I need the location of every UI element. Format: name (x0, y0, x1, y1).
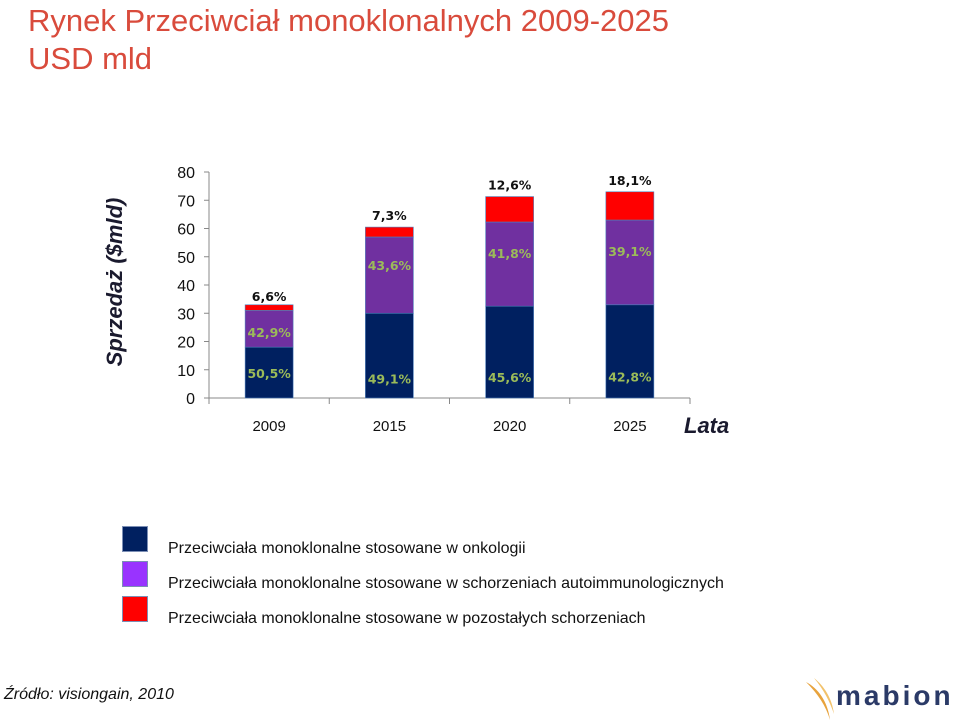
bar-segment-other (605, 191, 655, 221)
data-label: 6,6% (252, 289, 287, 304)
y-tick-label: 20 (177, 335, 195, 352)
bar-segment-oncology (605, 304, 655, 399)
chart-bars (244, 191, 655, 399)
data-label: 42,9% (247, 325, 291, 340)
y-tick-label: 40 (177, 278, 195, 295)
y-tick-label: 50 (177, 250, 195, 267)
chart-data-labels: 50,5% 42,9% 6,6% 49,1% 43,6% 7,3% 45,6% 41,8% 12… (247, 173, 652, 387)
data-label: 7,3% (372, 208, 407, 223)
legend-label-autoimmune: Przeciwciała monoklonalne stosowane w sc… (168, 575, 724, 592)
bar-segment-other (485, 196, 534, 223)
legend-swatch-autoimmune (122, 561, 148, 587)
data-label: 42,8% (608, 369, 652, 384)
legend-item-oncology: Przeciwciała monoklonalne stosowane w on… (122, 526, 842, 561)
chart-axes: 0 10 20 30 40 50 60 70 80 2009 2015 2020 2025 (177, 165, 691, 435)
legend-swatch-other (122, 596, 148, 622)
bar-segment-oncology (365, 312, 414, 399)
bar-segment-autoimmune (605, 219, 655, 306)
x-tick-label: 2009 (252, 418, 285, 435)
x-tick-label: 2020 (493, 418, 526, 435)
bar-segment-other (244, 304, 294, 311)
legend-label-other: Przeciwciała monoklonalne stosowane w po… (168, 610, 646, 627)
data-label: 43,6% (368, 258, 412, 273)
bar-segment-oncology (244, 346, 294, 399)
source-note: Źródło: visiongain, 2010 (4, 686, 174, 703)
legend-item-autoimmune: Przeciwciała monoklonalne stosowane w sc… (122, 561, 842, 596)
y-tick-label: 80 (177, 165, 195, 182)
chart-legend: Przeciwciała monoklonalne stosowane w on… (122, 526, 842, 631)
title-line-2: USD mld (28, 41, 153, 76)
data-label: 18,1% (608, 173, 652, 188)
swoosh-icon (806, 678, 834, 720)
y-tick-label: 70 (177, 193, 195, 210)
bar-segment-autoimmune (485, 221, 534, 307)
x-tick-label: 2025 (613, 418, 646, 435)
data-label: 45,6% (488, 370, 532, 385)
y-axis-title: Sprzedaż ($mld) (102, 198, 127, 367)
x-axis-title: Lata (684, 413, 729, 438)
y-tick-label: 10 (177, 363, 195, 380)
x-tick-label: 2015 (373, 418, 406, 435)
mabion-logo: mabion (800, 668, 960, 723)
title-line-1: Rynek Przeciwciał monoklonalnych 2009-20… (28, 3, 670, 38)
y-tick-label: 0 (186, 391, 195, 408)
legend-swatch-oncology (122, 526, 148, 552)
data-label: 12,6% (488, 178, 532, 193)
bar-segment-oncology (485, 305, 534, 399)
logo-text: mabion (836, 680, 954, 711)
bar-segment-other (365, 226, 414, 238)
data-label: 49,1% (368, 371, 412, 386)
data-label: 41,8% (488, 246, 532, 261)
data-label: 39,1% (608, 244, 652, 259)
stacked-bar-chart: 0 10 20 30 40 50 60 70 80 2009 2015 2020 2025 50,5% 4… (102, 165, 729, 438)
legend-label-oncology: Przeciwciała monoklonalne stosowane w on… (168, 540, 526, 557)
legend-item-other: Przeciwciała monoklonalne stosowane w po… (122, 596, 842, 631)
y-tick-label: 60 (177, 222, 195, 239)
data-label: 50,5% (247, 366, 291, 381)
y-tick-label: 30 (177, 306, 195, 323)
page-title: Rynek Przeciwciał monoklonalnych 2009-20… (28, 2, 928, 78)
bar-segment-autoimmune (365, 236, 414, 314)
